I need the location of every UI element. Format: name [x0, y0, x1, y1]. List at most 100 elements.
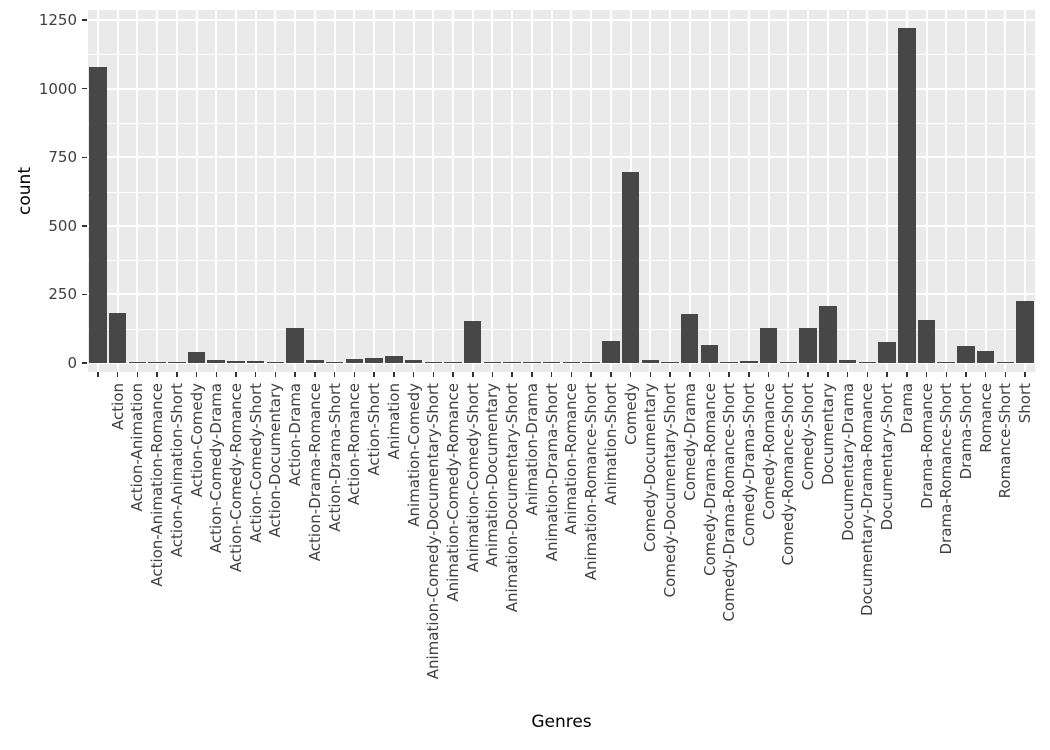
gridline-major-y — [88, 19, 1035, 21]
x-tick-mark — [550, 372, 553, 377]
x-tick-label: Comedy-Drama — [680, 383, 699, 501]
bar — [759, 328, 778, 363]
bar — [89, 67, 107, 363]
x-tick-label: Action-Comedy — [187, 383, 206, 498]
bar — [680, 314, 699, 363]
x-tick-mark — [97, 372, 99, 377]
x-tick-label: Action — [108, 383, 127, 430]
bar — [976, 351, 995, 363]
x-tick-mark — [432, 372, 434, 377]
y-tick-label: 1000 — [38, 79, 77, 98]
x-tick-label: Comedy-Romance-Short — [779, 383, 798, 566]
gridline-major-y — [88, 87, 1035, 90]
bar — [898, 28, 916, 363]
bar — [306, 360, 324, 363]
gridline-major-x — [846, 10, 849, 372]
gridline-major-x — [767, 10, 770, 372]
x-tick-label: Drama-Romance — [917, 383, 936, 509]
plot-panel — [88, 10, 1035, 372]
x-tick-label: Animation-Documentary — [483, 383, 502, 567]
y-tick-mark — [82, 293, 87, 296]
x-tick-label: Animation-Comedy-Romance — [444, 383, 462, 602]
x-tick-mark — [610, 372, 612, 377]
x-tick-label: Action-Short — [365, 383, 384, 476]
bar — [404, 360, 423, 363]
gridline-major-x — [156, 10, 159, 372]
bar — [463, 321, 482, 363]
x-tick-mark — [156, 372, 158, 377]
gridline-major-x — [728, 10, 731, 372]
x-tick-mark — [235, 372, 237, 377]
y-tick-label: 500 — [48, 216, 77, 235]
bar — [424, 362, 443, 363]
gridline-major-x — [964, 10, 967, 372]
x-tick-label: Animation-Short — [601, 383, 620, 506]
x-tick-mark — [945, 372, 947, 377]
gridline-major-x — [708, 10, 711, 372]
y-tick-label: 0 — [67, 354, 77, 372]
gridline-major-x — [1024, 10, 1027, 372]
x-tick-mark — [412, 372, 415, 377]
x-tick-mark — [787, 372, 790, 377]
x-tick-mark — [827, 372, 829, 377]
bar — [779, 362, 798, 363]
bar — [621, 172, 640, 363]
x-tick-label: Animation-Comedy-Short — [463, 383, 482, 573]
x-tick-label: Animation-Romance — [562, 383, 581, 535]
bar — [957, 346, 975, 363]
gridline-major-x — [550, 10, 553, 372]
y-tick-mark — [82, 225, 87, 227]
x-tick-mark — [274, 372, 277, 377]
x-tick-label: Animation-Documentary-Short — [503, 383, 522, 613]
x-tick-label: Comedy-Documentary — [641, 383, 660, 552]
gridline-major-x — [688, 10, 691, 372]
bar — [503, 362, 521, 363]
bar — [858, 362, 877, 363]
gridline-major-y — [88, 293, 1035, 296]
x-tick-label: Action-Documentary — [266, 383, 285, 538]
gridline-major-x — [807, 10, 810, 372]
x-tick-mark — [333, 372, 336, 377]
bar — [1016, 301, 1034, 363]
x-tick-mark — [669, 372, 671, 377]
gridline-major-x — [945, 10, 948, 372]
bar — [720, 362, 738, 363]
bar — [562, 362, 581, 363]
x-tick-label: Animation-Romance-Short — [582, 383, 601, 581]
bar — [148, 362, 166, 363]
gridline-major-x — [984, 10, 987, 372]
bar — [266, 362, 285, 363]
bar — [286, 328, 304, 363]
x-tick-mark — [1024, 372, 1026, 377]
x-tick-mark — [925, 372, 928, 377]
bar — [838, 360, 857, 363]
x-tick-mark — [728, 372, 730, 377]
bar — [641, 360, 660, 363]
x-tick-label: Animation-Drama-Short — [542, 383, 561, 562]
x-tick-mark — [294, 372, 296, 377]
bar — [385, 356, 403, 363]
x-tick-label: Drama — [897, 383, 916, 434]
gridline-major-x — [392, 10, 395, 372]
bar — [345, 359, 364, 363]
gridline-major-x — [274, 10, 277, 372]
gridline-major-x — [215, 10, 218, 372]
gridline-major-x — [669, 10, 671, 372]
bar — [523, 362, 541, 363]
bar — [917, 320, 936, 363]
x-tick-mark — [590, 372, 592, 377]
x-tick-mark — [393, 372, 395, 377]
gridline-major-x — [866, 10, 869, 372]
x-tick-mark — [195, 372, 198, 377]
gridline-major-x — [590, 10, 593, 372]
gridline-major-x — [747, 10, 750, 372]
x-tick-mark — [511, 372, 513, 377]
bar — [819, 306, 837, 363]
y-tick-label: 750 — [48, 148, 77, 167]
x-tick-label: Documentary — [818, 383, 837, 485]
x-tick-mark — [629, 372, 632, 377]
x-tick-label: Drama-Romance-Short — [937, 383, 956, 555]
x-tick-mark — [215, 372, 217, 377]
x-tick-mark — [807, 372, 809, 377]
bar — [365, 358, 383, 363]
